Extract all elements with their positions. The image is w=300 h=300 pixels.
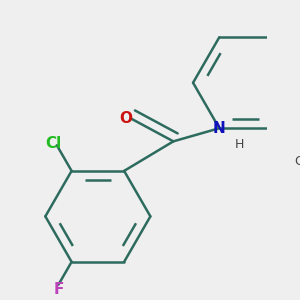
Text: CH₃: CH₃ [295,154,300,168]
Text: N: N [213,121,226,136]
Text: O: O [119,111,132,126]
Text: F: F [53,282,64,297]
Text: Cl: Cl [45,136,62,151]
Text: H: H [234,138,244,151]
